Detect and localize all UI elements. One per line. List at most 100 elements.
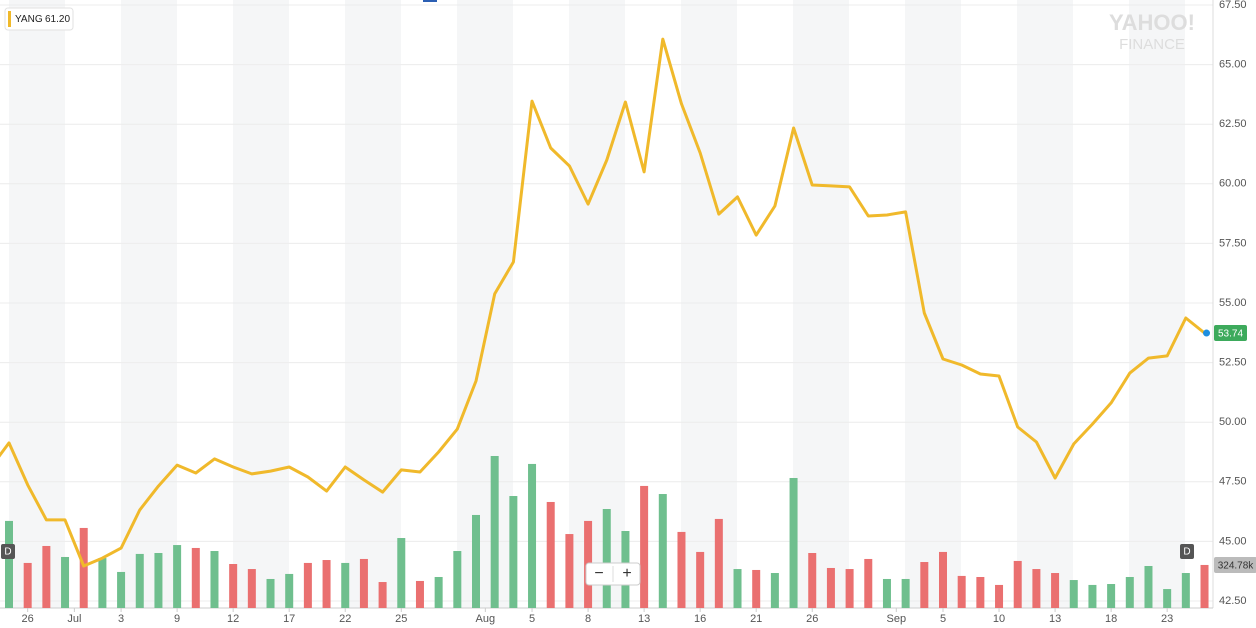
x-tick-label: 10 [993,613,1005,625]
legend-name: YANG [15,14,43,25]
price-badge [1214,325,1247,342]
volume-bar [752,569,761,608]
band [457,0,513,608]
volume-bar [322,560,331,608]
watermark: YAHOO! [1109,10,1195,35]
volume-bar [602,509,611,608]
watermark: FINANCE [1119,36,1185,53]
volume-bar [976,576,985,608]
volume-bar [1013,560,1022,608]
y-tick-label: 42.50 [1219,595,1247,607]
band [121,0,177,608]
volume-bar [472,514,480,608]
volume-bar [677,531,686,608]
volume-bar [359,558,368,608]
top-handle[interactable] [423,0,437,2]
volume-bar [565,534,574,608]
volume-bar [1125,576,1134,608]
band [1129,0,1185,608]
legend-box [4,7,74,31]
volume-bar [61,556,70,608]
volume-bar [509,496,518,608]
volume-bar [1051,573,1060,608]
event-marker-label[interactable]: D [1183,547,1190,558]
volume-bar [789,477,798,608]
x-tick-label: Jul [67,613,81,625]
volume-bar [434,576,443,608]
band [793,0,849,608]
zoom-out[interactable]: − [594,565,603,582]
x-tick-label: Aug [476,613,496,625]
volume-bar [229,564,238,608]
x-tick-label: Sep [887,613,907,625]
volume-bar [98,558,107,608]
volume-bar [1200,564,1209,608]
volume-bar [266,578,275,608]
volume-bar [528,463,537,608]
event-marker-label[interactable]: D [4,547,11,558]
volume-bar [1107,584,1116,608]
volume-bar [210,551,219,608]
volume-bar [191,547,200,608]
x-tick-label: 25 [395,613,407,625]
volume-bar [397,538,406,608]
volume-bar [1144,565,1153,608]
volume-bar [1032,569,1041,608]
volume-bar [285,573,294,608]
volume-bar [117,571,126,608]
band [569,0,625,608]
y-tick-label: 52.50 [1219,357,1247,369]
volume-bar [546,501,555,608]
volume-bar [453,551,462,608]
y-tick-label: 57.50 [1219,237,1247,249]
band [0,0,9,608]
legend-swatch [8,11,11,27]
volume-bar [696,551,705,608]
volume-bar [864,558,873,608]
volume-badge [1214,556,1256,573]
volume-bar [939,551,947,608]
event-marker[interactable] [1180,544,1194,559]
x-tick-label: 26 [806,613,818,625]
x-tick-label: 12 [227,613,239,625]
volume-bar [882,578,891,608]
y-tick-label: 60.00 [1219,178,1247,190]
volume-bar [901,578,910,608]
y-tick-label: 67.50 [1219,0,1247,11]
x-tick-label: 5 [940,613,946,625]
x-tick-label: 9 [174,613,180,625]
volume-bar [23,562,32,608]
price-badge-label: 53.74 [1218,329,1243,340]
x-tick-label: 26 [22,613,34,625]
volume-bar [42,545,51,608]
y-tick-label: 50.00 [1219,416,1247,428]
volume-bar [658,494,667,608]
y-tick-label: 47.50 [1219,476,1247,488]
volume-bar [640,485,649,608]
band [233,0,289,608]
y-tick-label: 45.00 [1219,535,1247,547]
event-marker[interactable] [1,544,15,559]
volume-bar [920,562,929,608]
x-tick-label: 13 [1049,613,1061,625]
price-line [0,37,1206,568]
volume-bar [378,582,387,608]
x-tick-label: 3 [118,613,124,625]
y-tick-label: 55.00 [1219,297,1247,309]
band [9,0,65,608]
x-tick-label: 8 [585,613,591,625]
volume-bar [173,545,182,608]
band [1017,0,1073,608]
volume-bar [490,455,499,608]
volume-bar [808,553,817,608]
volume-bar [1069,580,1078,608]
zoom-in[interactable]: + [622,565,631,582]
y-tick-label: 62.50 [1219,118,1247,130]
x-tick-label: 17 [283,613,295,625]
x-tick-label: 16 [694,613,706,625]
volume-bar [714,518,723,608]
band [905,0,961,608]
volume-bar [154,553,163,608]
background-bands [0,0,1185,608]
